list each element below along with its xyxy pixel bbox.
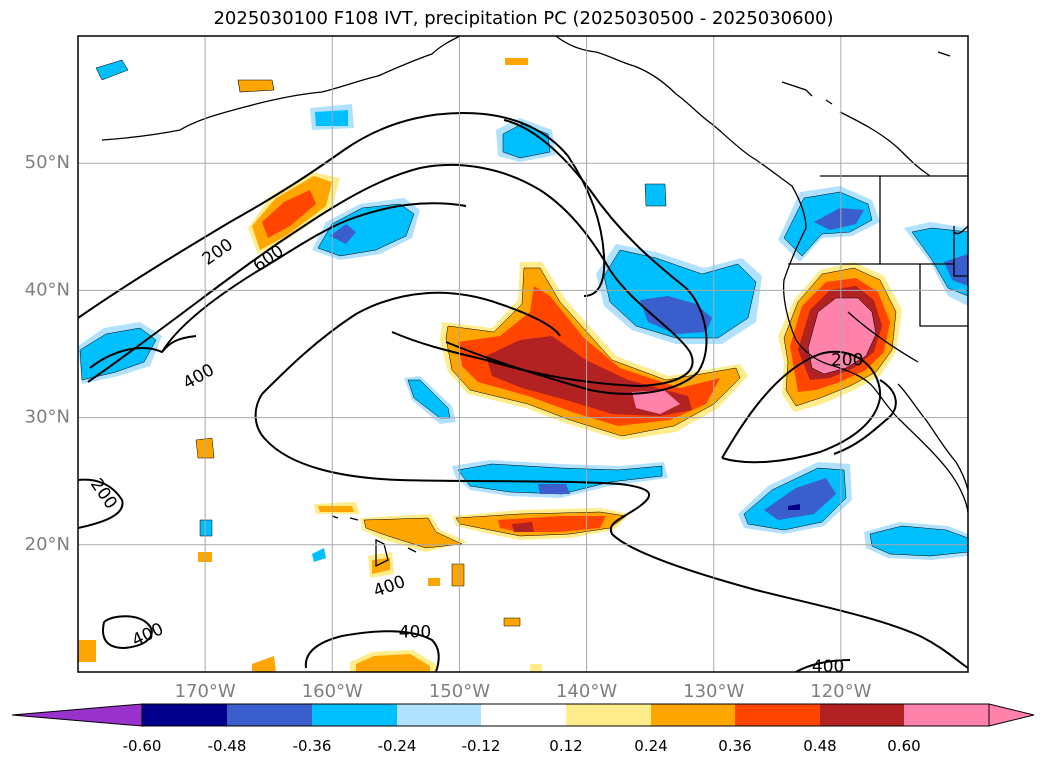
lat-tick-label: 50°N xyxy=(25,152,70,173)
ivt-contours xyxy=(77,112,969,673)
colorbar-tick-label: -0.12 xyxy=(462,737,501,755)
lon-tick-label: 150°W xyxy=(429,681,490,702)
lat-tick-label: 40°N xyxy=(25,279,70,300)
colorbar-tick-label: -0.36 xyxy=(293,737,332,755)
colorbar-tick-label: 0.48 xyxy=(803,737,836,755)
ivt-contour-label: 400 xyxy=(399,623,431,643)
colorbar-segment xyxy=(397,704,481,726)
colorbar-segment xyxy=(481,704,566,726)
coastlines xyxy=(101,35,969,568)
lon-tick-label: 140°W xyxy=(556,681,617,702)
colorbar-segment xyxy=(735,704,820,726)
precip-anomaly-fills xyxy=(78,58,969,672)
colorbar-tick-label: -0.24 xyxy=(378,737,417,755)
ivt-contour-label: 400 xyxy=(180,360,218,394)
colorbar-tick-label: 0.36 xyxy=(718,737,751,755)
colorbar-tick-label: -0.60 xyxy=(123,737,162,755)
colorbar-segment xyxy=(566,704,651,726)
lat-tick-label: 20°N xyxy=(25,534,70,555)
map-frame xyxy=(77,35,969,673)
colorbar: -0.60 -0.48 -0.36 -0.24 -0.12 0.12 0.24 … xyxy=(11,703,1035,755)
map-gridlines xyxy=(78,36,968,672)
lon-tick-label: 170°W xyxy=(175,681,236,702)
lon-tick-label: 130°W xyxy=(683,681,744,702)
lon-axis: 170°W 160°W 150°W 140°W 130°W 120°W xyxy=(175,681,872,702)
colorbar-extend-min xyxy=(11,703,143,727)
lat-axis: 50°N 40°N 30°N 20°N xyxy=(25,152,70,555)
colorbar-segment xyxy=(227,704,312,726)
ivt-contour-label: 200 xyxy=(199,235,237,270)
colorbar-tick-label: 0.12 xyxy=(549,737,582,755)
ivt-contour-label: 400 xyxy=(129,619,167,651)
colorbar-segment xyxy=(312,704,397,726)
colorbar-segment xyxy=(651,704,735,726)
lat-tick-label: 30°N xyxy=(25,407,70,428)
colorbar-tick-label: 0.24 xyxy=(634,737,667,755)
colorbar-tick-label: -0.48 xyxy=(208,737,247,755)
lon-tick-label: 160°W xyxy=(302,681,363,702)
colorbar-segment xyxy=(904,704,989,726)
map-title: 2025030100 F108 IVT, precipitation PC (2… xyxy=(213,8,834,29)
colorbar-segment xyxy=(820,704,904,726)
colorbar-outline xyxy=(141,703,990,727)
colorbar-extend-max xyxy=(988,703,1035,727)
lon-tick-label: 120°W xyxy=(810,681,871,702)
ivt-contour-label: 200 xyxy=(831,350,863,370)
colorbar-segment xyxy=(142,704,227,726)
ivt-contour-label: 400 xyxy=(812,657,844,677)
colorbar-tick-label: 0.60 xyxy=(887,737,920,755)
